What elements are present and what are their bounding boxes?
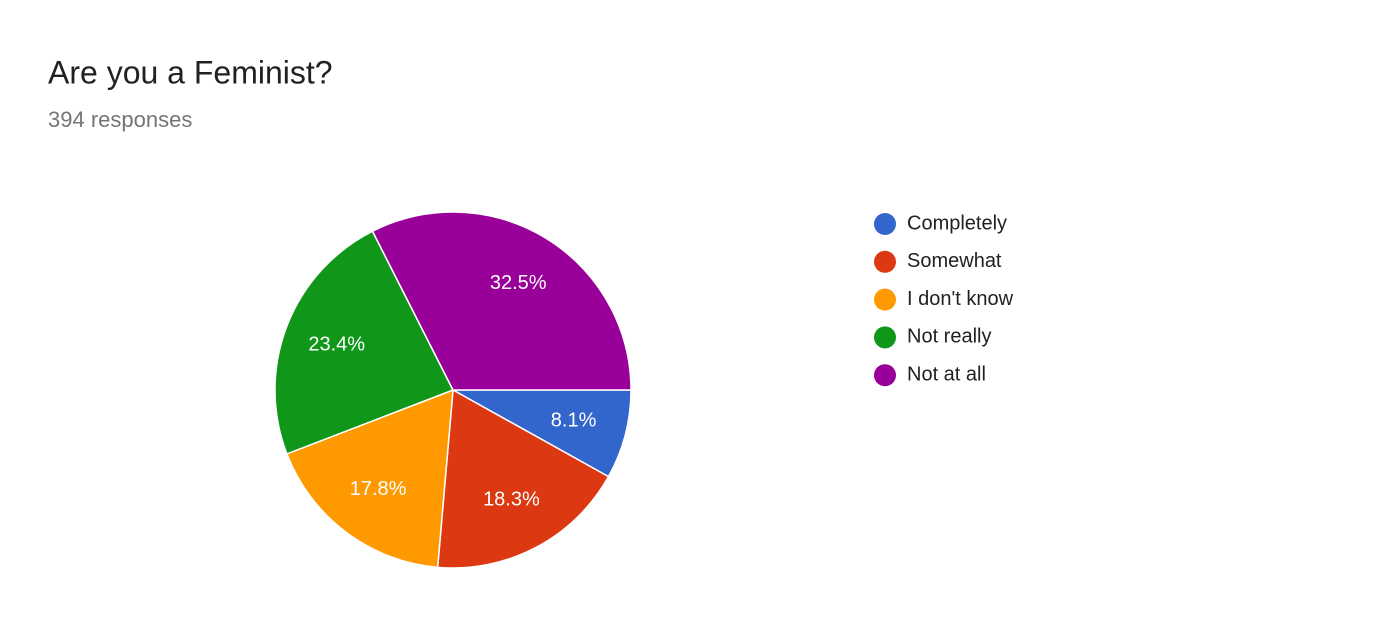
chart-subtitle: 394 responses xyxy=(48,107,192,132)
legend-label: Not at all xyxy=(907,363,986,385)
chart-title: Are you a Feminist? xyxy=(48,54,333,90)
legend-label: Somewhat xyxy=(907,250,1002,272)
data-label: 23.4% xyxy=(308,334,365,356)
legend-marker xyxy=(874,250,896,273)
data-label: 8.1% xyxy=(551,410,597,432)
legend-marker xyxy=(874,213,896,235)
legend-marker xyxy=(874,326,896,349)
pie-slice xyxy=(371,211,632,391)
pie-slice xyxy=(450,389,632,478)
pie-slice xyxy=(436,388,610,569)
legend-label: Completely xyxy=(907,212,1007,234)
pie-slice xyxy=(274,230,455,455)
data-label: 32.5% xyxy=(490,272,547,294)
legend-marker xyxy=(874,364,896,387)
data-label: 17.8% xyxy=(350,478,407,500)
legend-label: Not really xyxy=(907,326,991,348)
legend-label: I don't know xyxy=(907,288,1014,310)
data-label: 18.3% xyxy=(483,488,540,510)
legend-marker xyxy=(874,288,896,311)
pie-slice xyxy=(285,388,454,569)
